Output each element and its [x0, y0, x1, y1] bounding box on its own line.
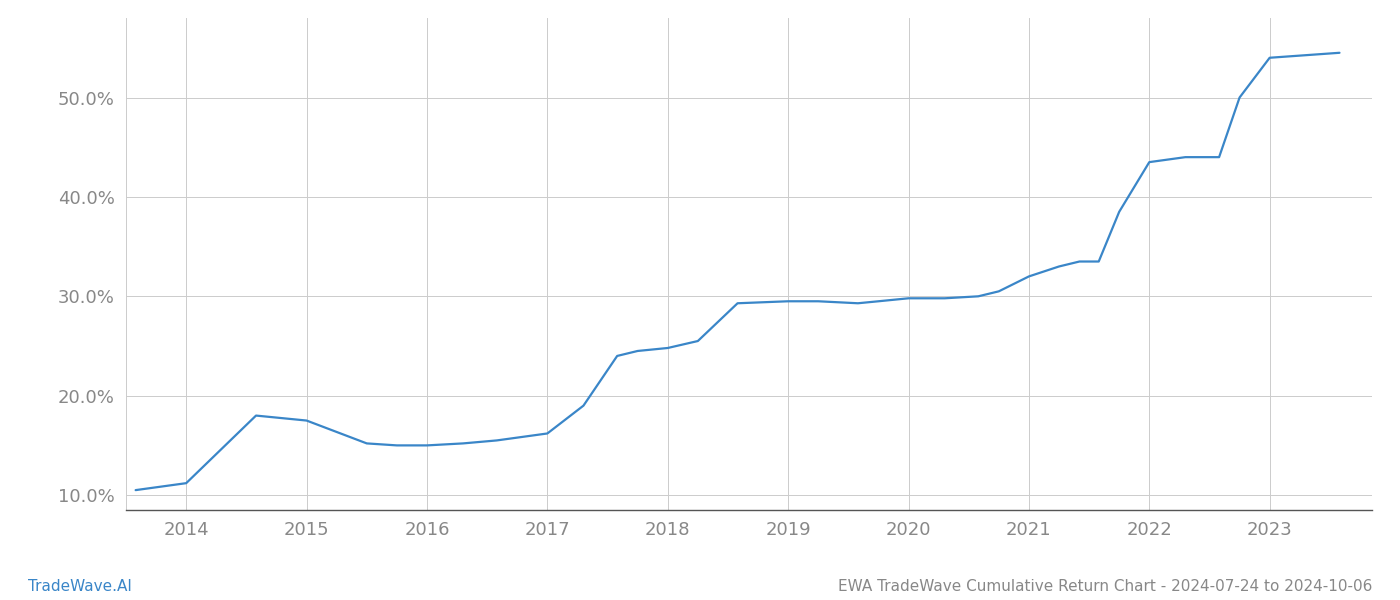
Text: EWA TradeWave Cumulative Return Chart - 2024-07-24 to 2024-10-06: EWA TradeWave Cumulative Return Chart - … [837, 579, 1372, 594]
Text: TradeWave.AI: TradeWave.AI [28, 579, 132, 594]
